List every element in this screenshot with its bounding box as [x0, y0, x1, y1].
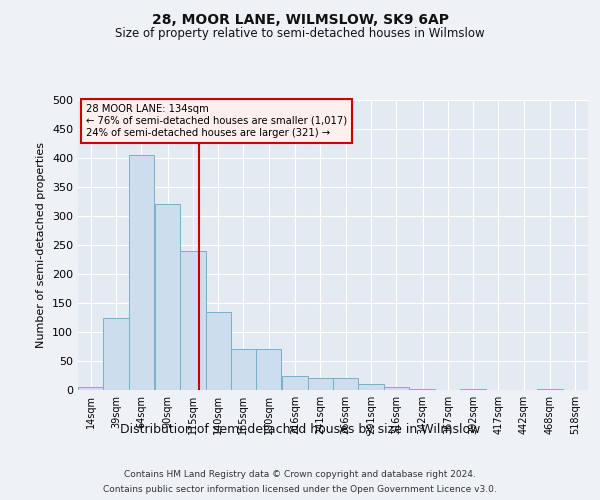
- Bar: [78, 387, 103, 390]
- Bar: [103, 318, 128, 390]
- Y-axis label: Number of semi-detached properties: Number of semi-detached properties: [37, 142, 46, 348]
- Text: Distribution of semi-detached houses by size in Wilmslow: Distribution of semi-detached houses by …: [120, 422, 480, 436]
- Text: 28, MOOR LANE, WILMSLOW, SK9 6AP: 28, MOOR LANE, WILMSLOW, SK9 6AP: [151, 12, 449, 26]
- Text: Contains HM Land Registry data © Crown copyright and database right 2024.: Contains HM Land Registry data © Crown c…: [124, 470, 476, 479]
- Bar: [180, 251, 205, 390]
- Bar: [383, 387, 409, 390]
- Bar: [358, 384, 383, 390]
- Text: Size of property relative to semi-detached houses in Wilmslow: Size of property relative to semi-detach…: [115, 28, 485, 40]
- Bar: [256, 350, 281, 390]
- Bar: [308, 378, 333, 390]
- Text: Contains public sector information licensed under the Open Government Licence v3: Contains public sector information licen…: [103, 485, 497, 494]
- Text: 28 MOOR LANE: 134sqm
← 76% of semi-detached houses are smaller (1,017)
24% of se: 28 MOOR LANE: 134sqm ← 76% of semi-detac…: [86, 104, 347, 138]
- Bar: [231, 350, 256, 390]
- Bar: [128, 155, 154, 390]
- Bar: [333, 378, 358, 390]
- Bar: [283, 376, 308, 390]
- Bar: [205, 312, 231, 390]
- Bar: [155, 204, 180, 390]
